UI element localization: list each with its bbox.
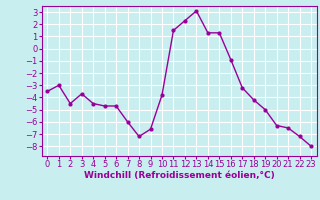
X-axis label: Windchill (Refroidissement éolien,°C): Windchill (Refroidissement éolien,°C) — [84, 171, 275, 180]
